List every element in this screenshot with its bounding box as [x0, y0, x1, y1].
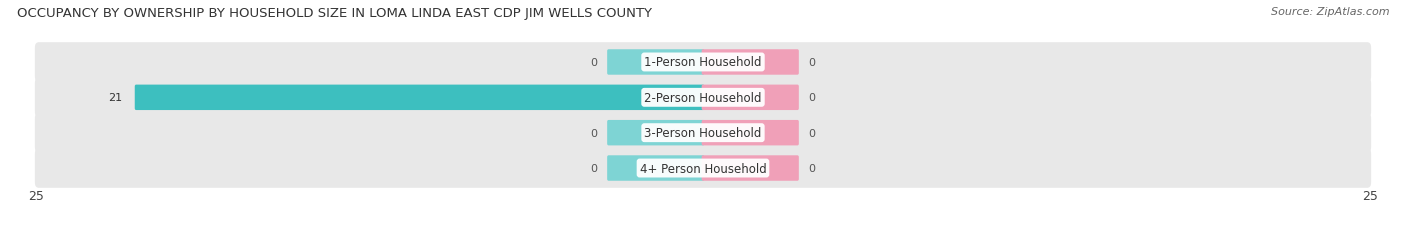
Text: 0: 0 — [591, 163, 598, 173]
FancyBboxPatch shape — [135, 85, 704, 111]
FancyBboxPatch shape — [607, 120, 704, 146]
FancyBboxPatch shape — [702, 85, 799, 111]
Text: 0: 0 — [808, 58, 815, 68]
Text: 0: 0 — [591, 128, 598, 138]
Text: 1-Person Household: 1-Person Household — [644, 56, 762, 69]
Text: 0: 0 — [808, 128, 815, 138]
FancyBboxPatch shape — [607, 156, 704, 181]
Text: 25: 25 — [28, 189, 44, 202]
Text: 0: 0 — [808, 163, 815, 173]
Text: 4+ Person Household: 4+ Person Household — [640, 162, 766, 175]
FancyBboxPatch shape — [702, 156, 799, 181]
FancyBboxPatch shape — [35, 43, 1371, 82]
Text: OCCUPANCY BY OWNERSHIP BY HOUSEHOLD SIZE IN LOMA LINDA EAST CDP JIM WELLS COUNTY: OCCUPANCY BY OWNERSHIP BY HOUSEHOLD SIZE… — [17, 7, 652, 20]
FancyBboxPatch shape — [35, 113, 1371, 153]
FancyBboxPatch shape — [607, 50, 704, 75]
Text: 0: 0 — [591, 58, 598, 68]
Text: 0: 0 — [808, 93, 815, 103]
FancyBboxPatch shape — [35, 149, 1371, 188]
Text: Source: ZipAtlas.com: Source: ZipAtlas.com — [1271, 7, 1389, 17]
Text: 21: 21 — [108, 93, 122, 103]
FancyBboxPatch shape — [35, 78, 1371, 118]
Text: 3-Person Household: 3-Person Household — [644, 127, 762, 140]
Text: 25: 25 — [1362, 189, 1378, 202]
Text: 2-Person Household: 2-Person Household — [644, 91, 762, 104]
FancyBboxPatch shape — [702, 50, 799, 75]
FancyBboxPatch shape — [702, 120, 799, 146]
